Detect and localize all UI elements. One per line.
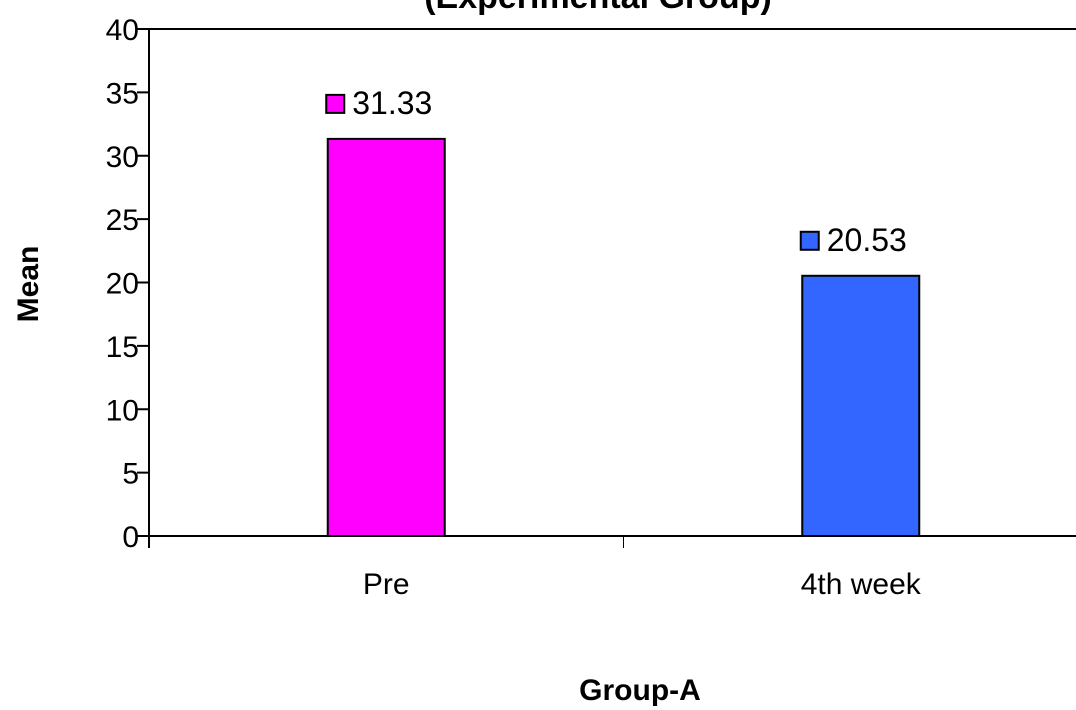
y-tick-label: 40 [106, 14, 139, 47]
data-label: 31.33 [352, 85, 432, 121]
x-axis-label: Group-A [579, 674, 701, 707]
y-tick-label: 10 [106, 394, 139, 427]
bar-0 [326, 137, 446, 537]
bars-group [326, 137, 921, 537]
y-tick-label: 5 [122, 458, 139, 491]
plot-frame [148, 28, 1076, 548]
chart-title: (Experimental Group) [424, 0, 772, 16]
y-tick-label: 0 [122, 521, 139, 554]
data-label-key [799, 230, 820, 251]
y-tick-label: 15 [106, 331, 139, 364]
data-labels-group: 31.33 20.53 [325, 85, 907, 258]
y-tick-label: 20 [106, 268, 139, 301]
x-axis-ticks: Pre 4th week [363, 536, 922, 601]
y-axis-label: Mean [12, 246, 45, 323]
x-tick-label: 4th week [801, 568, 922, 601]
bar-1 [801, 274, 921, 537]
x-tick-label: Pre [363, 568, 410, 601]
data-label-key [325, 93, 346, 114]
y-tick-label: 35 [106, 77, 139, 110]
data-label: 20.53 [827, 222, 907, 258]
y-tick-label: 30 [106, 141, 139, 174]
y-tick-label: 25 [106, 204, 139, 237]
y-axis-ticks: 0 5 10 15 20 25 30 35 40 [106, 14, 149, 554]
